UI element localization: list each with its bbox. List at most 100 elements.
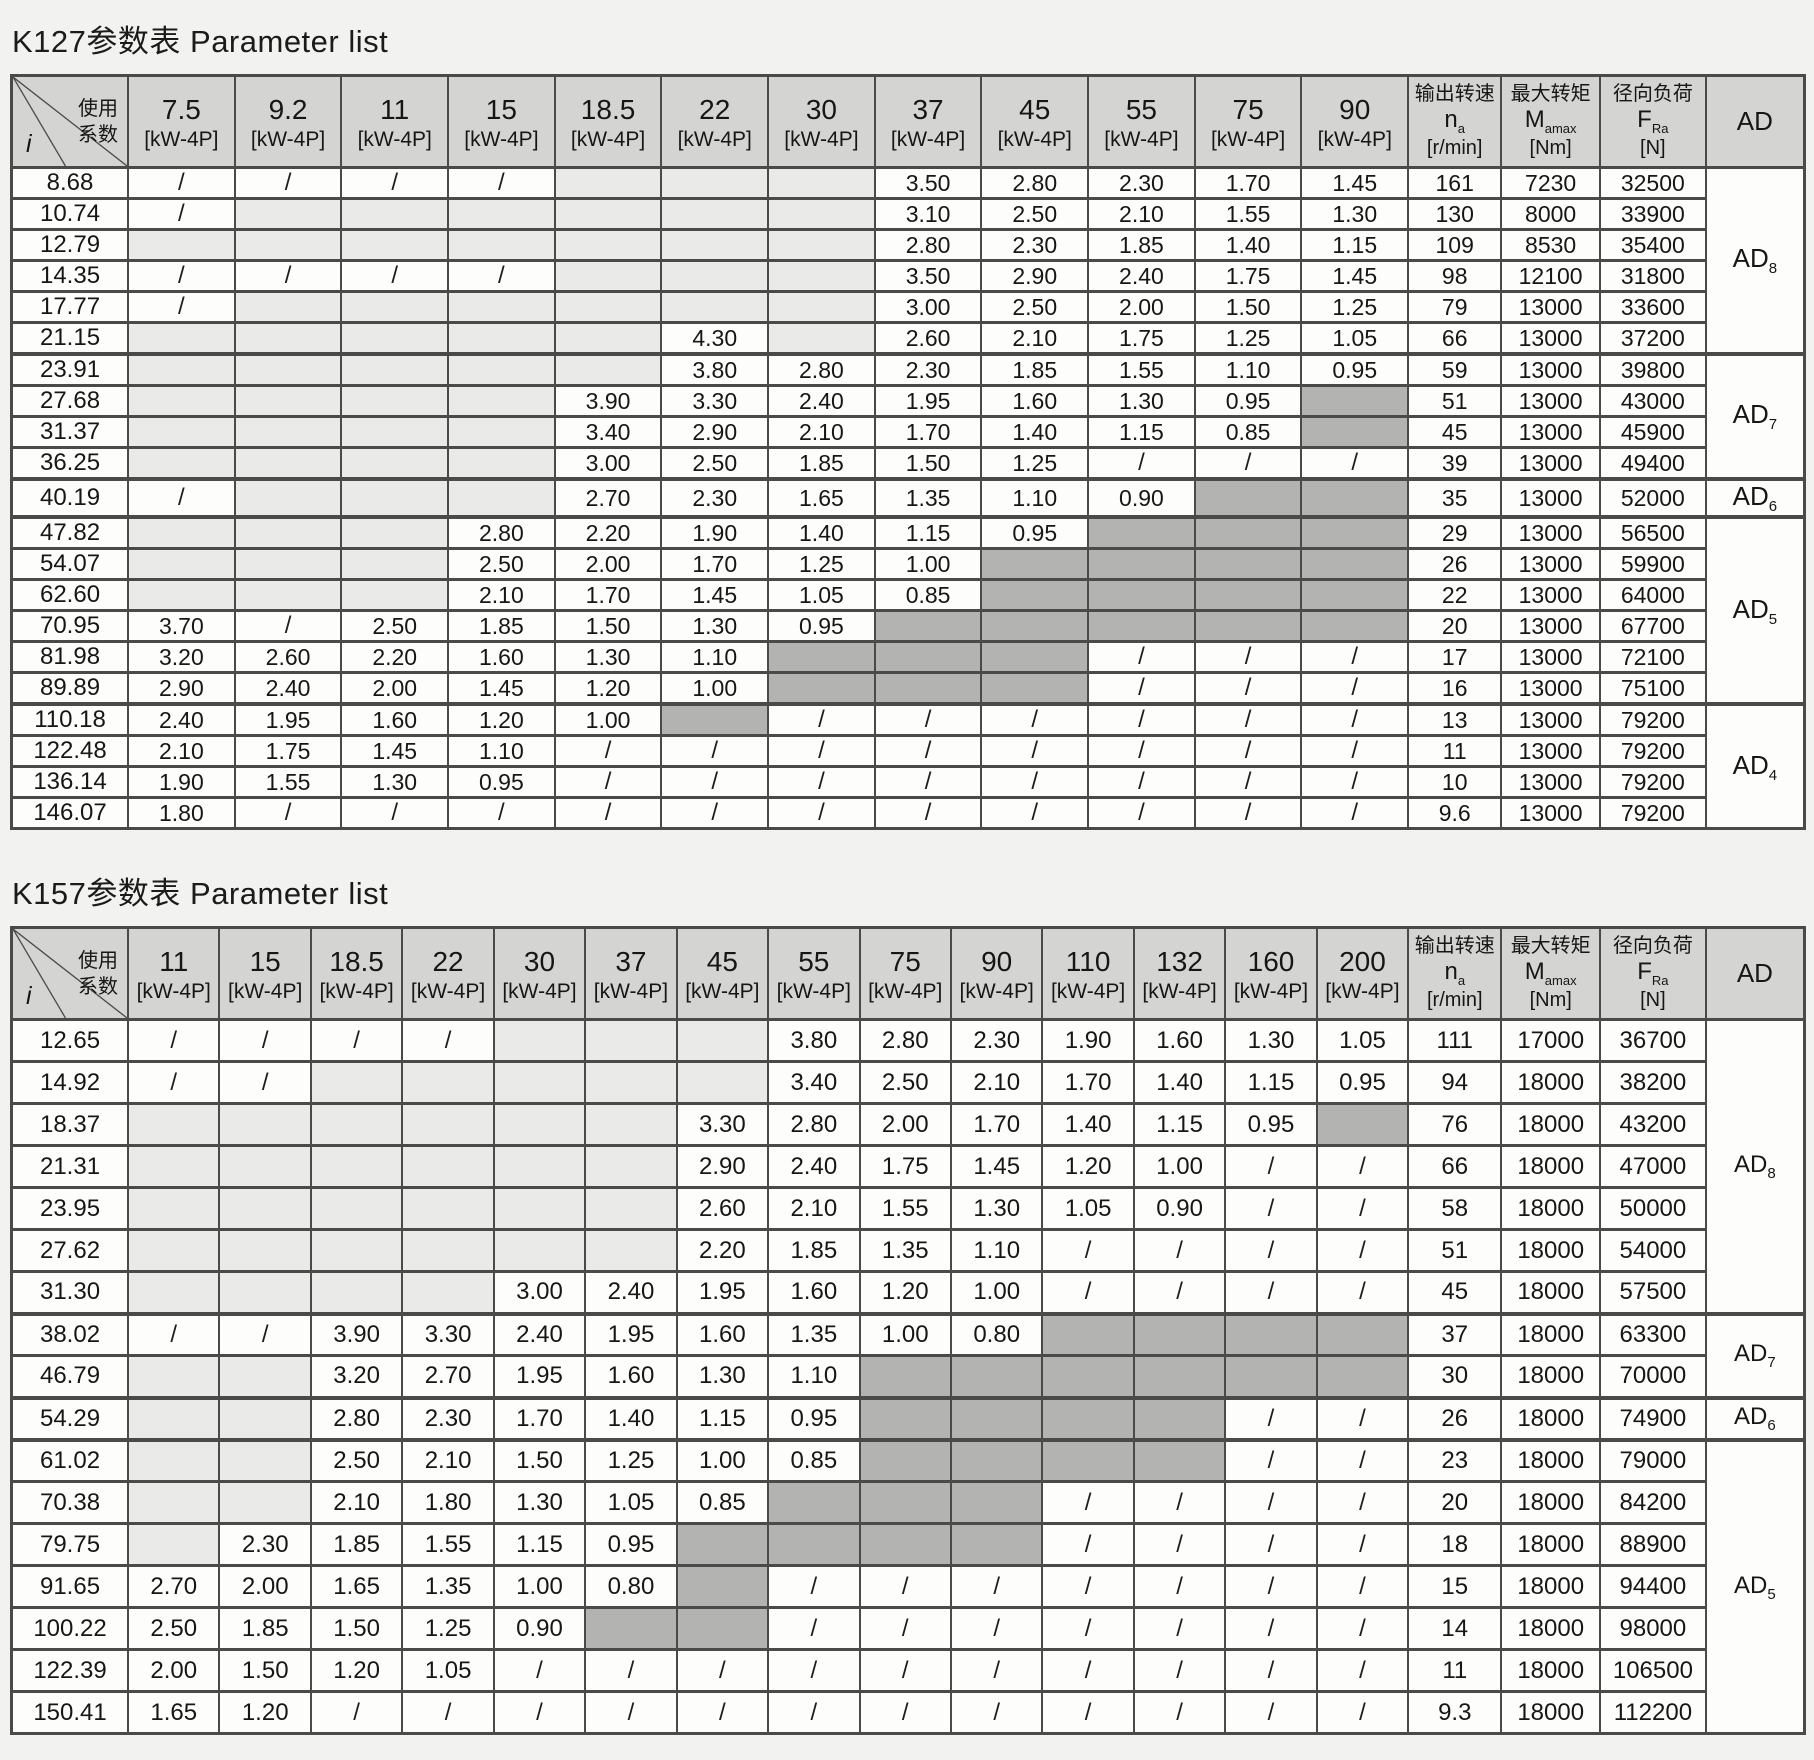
not-available-cell: /: [492, 1648, 587, 1694]
not-available-cell: /: [858, 1564, 952, 1610]
empty-cell: [447, 321, 556, 356]
blocked-cell: [1193, 515, 1303, 551]
factor-cell: 1.40: [1132, 1060, 1227, 1106]
not-available-cell: /: [1132, 1648, 1227, 1694]
f-cell: 70000: [1599, 1354, 1707, 1400]
blocked-cell: [1193, 547, 1303, 582]
m-cell: 13000: [1500, 290, 1601, 324]
m-cell: 18000: [1500, 1395, 1601, 1442]
k127-section: K127参数表 Parameter list 使用 系数 i 7.5 [kW-4P] 9.…: [10, 16, 1806, 831]
empty-cell: [584, 1228, 678, 1274]
empty-cell: [492, 1018, 587, 1064]
ad-group-cell: AD7: [1704, 352, 1806, 481]
m-cell: 13000: [1500, 640, 1601, 675]
power-column-header: 15 [kW-4P]: [218, 926, 312, 1022]
empty-cell: [309, 1060, 404, 1106]
blocked-cell: [1224, 1354, 1318, 1400]
na-cell: 14: [1407, 1606, 1503, 1652]
header-cn-label: 最大转矩: [1510, 935, 1591, 958]
table-row: 70.38 2.10 1.80 1.30 1.05 0.85// //20 18000 8420…: [10, 1480, 1805, 1526]
blocked-cell: [1193, 609, 1303, 644]
table-row: 21.15 4.30 2.60 2.10 1.75 1.25 1.05 66 13000 3720…: [10, 321, 1805, 356]
empty-cell: [233, 321, 343, 356]
table-row: 110.18 2.40 1.95 1.60 1.20 1.00// / / //13 13000 7…: [10, 702, 1806, 831]
ratio-cell: 150.41: [10, 1690, 130, 1736]
power-column-header: 75 [kW-4P]: [858, 926, 952, 1022]
power-kw-unit: [kW-4P]: [959, 979, 1034, 1003]
empty-cell: [584, 1060, 678, 1106]
factor-cell: 2.40: [767, 384, 876, 418]
f-cell: 45900: [1598, 415, 1707, 449]
not-available-cell: /: [447, 259, 556, 293]
not-available-cell: /: [127, 259, 236, 293]
factor-cell: 2.10: [309, 1480, 404, 1526]
empty-cell: [233, 547, 343, 582]
f-cell: 57500: [1599, 1270, 1707, 1316]
f-cell: 74900: [1599, 1395, 1707, 1442]
empty-cell: [767, 321, 876, 356]
m-cell: 18000: [1500, 1270, 1601, 1316]
factor-cell: 1.40: [767, 515, 876, 551]
ratio-cell: 100.22: [10, 1606, 130, 1652]
factor-cell: 1.70: [873, 415, 983, 449]
m-cell: 18000: [1500, 1606, 1601, 1652]
table-body: 8.68// //3.50 2.80 2.30 1.70 1.45 161 7230 32500…: [10, 166, 1806, 831]
factor-cell: 1.15: [1300, 228, 1410, 262]
factor-cell: 1.95: [675, 1270, 770, 1316]
empty-cell: [309, 1228, 404, 1274]
factor-cell: 0.95: [1315, 1060, 1410, 1106]
empty-cell: [233, 197, 343, 231]
factor-cell: 1.90: [660, 515, 770, 551]
factor-cell: 2.40: [233, 671, 343, 706]
ad-group-cell: AD8: [1704, 166, 1806, 356]
factor-cell: 2.00: [218, 1564, 312, 1610]
blocked-cell: [1300, 415, 1410, 449]
factor-cell: 1.20: [309, 1648, 404, 1694]
f-cell: 75100: [1598, 671, 1707, 706]
power-column-header: 22 [kW-4P]: [401, 926, 495, 1022]
na-cell: 51: [1407, 384, 1503, 418]
factor-cell: 2.60: [873, 321, 983, 356]
ratio-cell: 62.60: [10, 578, 130, 613]
table-row: 81.98 3.20 2.60 2.20 1.60 1.30 1.10///17 13000 7…: [10, 640, 1805, 675]
empty-cell: [340, 515, 450, 551]
not-available-cell: /: [218, 1018, 312, 1064]
factor-cell: 2.40: [492, 1311, 587, 1358]
table-row: 12.65// //3.80 2.80 2.30 1.90 1.60 1.30 1.05 111…: [10, 1018, 1806, 1316]
blocked-cell: [1041, 1311, 1135, 1358]
not-available-cell: /: [873, 765, 983, 800]
empty-cell: [767, 228, 876, 262]
table-row: 89.89 2.90 2.40 2.00 1.45 1.20 1.00///16 13000 7…: [10, 671, 1805, 706]
not-available-cell: /: [1041, 1606, 1135, 1652]
m-cell: 13000: [1500, 476, 1601, 519]
ad-column-header: AD: [1704, 926, 1806, 1022]
power-column-header: 90 [kW-4P]: [1300, 74, 1410, 169]
m-cell: 18000: [1500, 1648, 1601, 1694]
ratio-cell: 31.30: [10, 1270, 130, 1316]
m-cell: 18000: [1500, 1437, 1601, 1484]
factor-cell: 4.30: [660, 321, 770, 356]
blocked-cell: [1300, 547, 1410, 582]
factor-cell: 2.10: [767, 1186, 861, 1232]
not-available-cell: /: [1315, 1144, 1410, 1190]
na-cell: 76: [1407, 1102, 1503, 1148]
empty-cell: [233, 228, 343, 262]
table-row: 136.14 1.90 1.55 1.30 0.95// / / / / //10 13000 792…: [10, 765, 1805, 800]
blocked-cell: [980, 547, 1090, 582]
power-kw-value: 22: [432, 946, 464, 978]
ratio-cell: 27.62: [10, 1228, 130, 1274]
empty-cell: [309, 1270, 404, 1316]
factor-cell: 3.90: [553, 384, 663, 418]
empty-cell: [767, 166, 876, 200]
empty-cell: [127, 578, 236, 613]
ad-group-cell: AD4: [1704, 702, 1806, 831]
m-cell: 7230: [1500, 166, 1601, 200]
power-column-header: 90 [kW-4P]: [949, 926, 1044, 1022]
ratio-cell: 31.37: [10, 415, 130, 449]
power-kw-unit: [kW-4P]: [997, 127, 1072, 151]
m-cell: 13000: [1500, 734, 1601, 769]
factor-cell: 1.30: [1087, 384, 1196, 418]
factor-cell: 2.10: [447, 578, 556, 613]
na-cell: 161: [1407, 166, 1503, 200]
factor-cell: 2.10: [1087, 197, 1196, 231]
